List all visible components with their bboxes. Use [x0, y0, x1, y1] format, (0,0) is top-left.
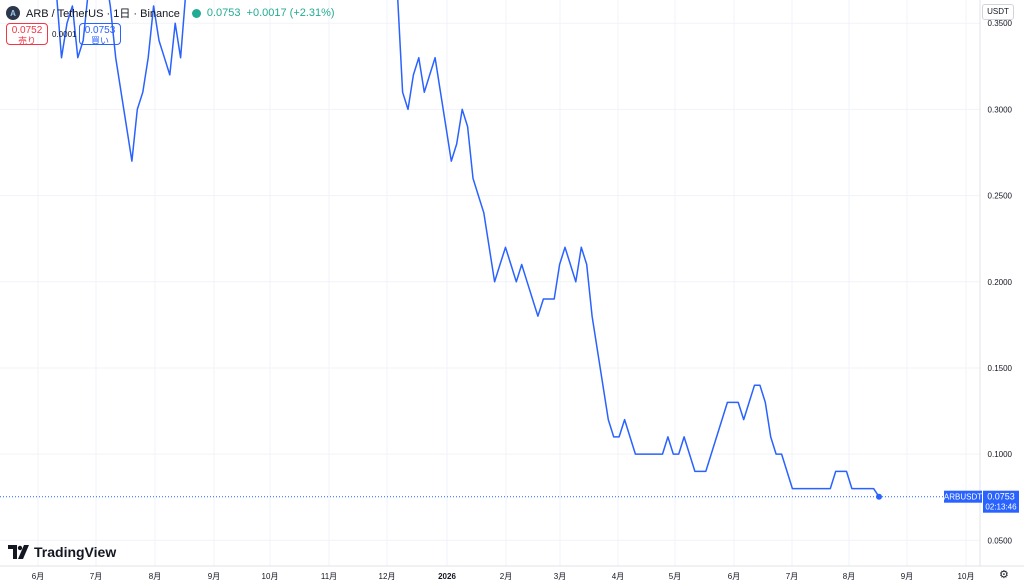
x-tick-label: 8月	[149, 572, 161, 581]
tradingview-logo-icon	[8, 545, 29, 559]
symbol-tag-label: ARBUSDT	[944, 493, 982, 502]
currency-button[interactable]: USDT	[982, 4, 1014, 20]
y-tick-label: 0.1500	[988, 364, 1013, 373]
x-tick-label: 3月	[554, 572, 566, 581]
x-tick-label: 7月	[786, 572, 798, 581]
x-tick-label: 6月	[728, 572, 740, 581]
x-tick-label: 7月	[90, 572, 102, 581]
price-axis[interactable]: 0.60000.55000.50000.45000.40000.35000.30…	[988, 0, 1013, 545]
x-tick-label: 12月	[379, 572, 396, 581]
y-tick-label: 0.2000	[988, 278, 1013, 287]
price-change: +0.0017 (+2.31%)	[246, 7, 335, 19]
x-tick-label: 4月	[612, 572, 624, 581]
x-tick-label: 10月	[958, 572, 975, 581]
x-tick-label: 5月	[669, 572, 681, 581]
last-price-tag: ARBUSDT 0.0753 02:13:46	[944, 490, 1019, 513]
last-price-value: 0.0753	[987, 492, 1015, 502]
y-tick-label: 0.3500	[988, 19, 1013, 28]
last-price-dot	[876, 493, 882, 500]
market-open-dot-icon	[191, 8, 201, 18]
y-tick-label: 0.2500	[988, 192, 1013, 201]
x-tick-label: 11月	[321, 572, 337, 581]
x-tick-label: 9月	[901, 572, 913, 581]
current-price: 0.0753	[206, 7, 241, 19]
grid-lines	[0, 0, 980, 566]
spread-value: 0.0001	[52, 30, 77, 39]
buy-button[interactable]: 0.0753 買い	[79, 23, 121, 46]
x-tick-label: 9月	[208, 572, 220, 581]
symbol-title[interactable]: ARB / TetherUS · 1日 · Binance	[26, 8, 180, 20]
countdown: 02:13:46	[985, 503, 1017, 512]
sell-button[interactable]: 0.0752 売り	[6, 23, 48, 46]
symbol-header: A ARB / TetherUS · 1日 · Binance 0.0753 +…	[6, 4, 335, 22]
y-tick-label: 0.3000	[988, 105, 1013, 114]
x-tick-label: 6月	[32, 572, 44, 581]
sell-price: 0.0752	[11, 25, 43, 36]
x-tick-label: 10月	[262, 572, 279, 581]
gear-icon[interactable]: ⚙	[999, 569, 1009, 581]
price-line[interactable]	[2, 0, 880, 498]
buy-price: 0.0753	[84, 25, 116, 36]
time-axis[interactable]: 6月 7月 8月 9月 10月 11月 12月 2026 2月 3月 4月 5月 6月 7月 8月 9月 10月	[32, 572, 975, 581]
x-tick-label: 8月	[843, 572, 855, 581]
buy-label: 買い	[90, 36, 109, 46]
tradingview-logo[interactable]: TradingView	[8, 544, 116, 560]
last-price-label	[983, 490, 1019, 513]
sell-label: 売り	[17, 36, 36, 46]
y-tick-label: 0.1000	[988, 450, 1013, 459]
brand-name: TradingView	[34, 544, 117, 560]
y-tick-label: 0.0500	[988, 536, 1013, 545]
x-tick-label: 2月	[500, 572, 512, 581]
arb-logo-icon: A	[6, 6, 20, 20]
x-tick-label: 2026	[438, 572, 456, 581]
symbol-tag	[944, 490, 982, 503]
